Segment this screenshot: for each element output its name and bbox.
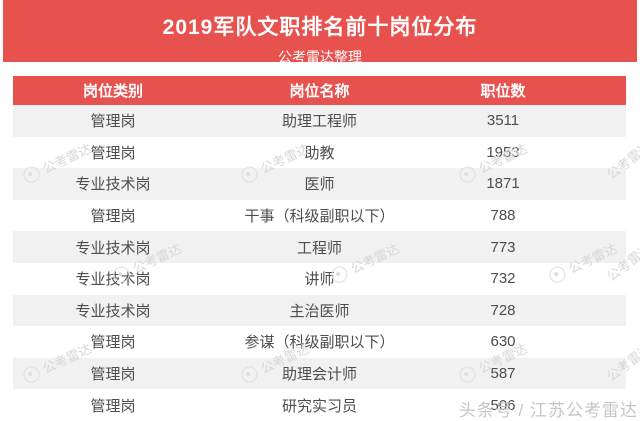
cell-category: 管理岗 — [90, 113, 136, 131]
table-row: 管理岗 干事（科级副职以下） 788 — [13, 200, 626, 232]
table-row: 专业技术岗 主治医师 728 — [13, 294, 626, 327]
page-title: 2019军队文职排名前十岗位分布 — [162, 16, 478, 39]
cell-category: 专业技术岗 — [75, 271, 151, 289]
cell-count: 506 — [490, 396, 516, 414]
table-row: 管理岗 研究实习员 506 — [13, 389, 626, 421]
cell-count: 630 — [490, 333, 516, 351]
cell-count: 1871 — [486, 175, 520, 193]
cell-category: 专业技术岗 — [75, 239, 151, 257]
cell-name: 助理会计师 — [281, 366, 357, 384]
cell-category: 管理岗 — [90, 144, 136, 162]
cell-category: 管理岗 — [90, 366, 136, 384]
positions-table: 岗位类别 岗位名称 职位数 管理岗 助理工程师 3511 管理岗 助教 1953… — [13, 76, 626, 421]
table-row: 专业技术岗 工程师 773 — [13, 231, 626, 263]
cell-name: 主治医师 — [289, 302, 350, 320]
cell-name: 研究实习员 — [281, 397, 357, 415]
table-row: 管理岗 助理会计师 587 — [13, 357, 626, 390]
cell-count: 728 — [490, 301, 516, 319]
cell-name: 助教 — [304, 144, 335, 162]
cell-count: 732 — [490, 270, 516, 288]
credit-watermark: 头条号 / 江苏公考雷达 — [458, 401, 638, 420]
cell-name: 参谋（科级副职以下） — [244, 334, 395, 352]
column-header-category: 岗位类别 — [82, 83, 143, 100]
cell-count: 587 — [490, 365, 516, 383]
page-subtitle: 公考雷达整理 — [278, 49, 362, 65]
table-row: 专业技术岗 医师 1871 — [13, 168, 626, 200]
table-row: 管理岗 助理工程师 3511 — [13, 105, 626, 137]
table-row: 管理岗 助教 1953 — [13, 137, 626, 169]
table-body: 管理岗 助理工程师 3511 管理岗 助教 1953 专业技术岗 医师 1871… — [13, 105, 626, 421]
table-row: 专业技术岗 讲师 732 — [13, 263, 626, 295]
cell-count: 3511 — [486, 112, 520, 130]
cell-name: 工程师 — [296, 239, 342, 257]
column-header-name: 岗位名称 — [289, 83, 350, 100]
cell-category: 专业技术岗 — [75, 302, 151, 320]
title-banner: 2019军队文职排名前十岗位分布 公考雷达整理 — [3, 0, 637, 65]
table-header-row: 岗位类别 岗位名称 职位数 — [13, 76, 626, 105]
cell-category: 管理岗 — [90, 334, 136, 352]
cell-name: 干事（科级副职以下） — [244, 208, 395, 226]
cell-category: 管理岗 — [90, 208, 136, 226]
column-header-count: 职位数 — [480, 83, 526, 100]
cell-name: 医师 — [304, 176, 335, 194]
cell-category: 管理岗 — [90, 397, 136, 415]
cell-category: 专业技术岗 — [75, 176, 151, 194]
cell-name: 讲师 — [304, 271, 335, 289]
cell-name: 助理工程师 — [281, 113, 357, 131]
cell-count: 788 — [490, 207, 516, 225]
table-row: 管理岗 参谋（科级副职以下） 630 — [13, 326, 626, 358]
cell-count: 1953 — [486, 143, 520, 161]
cell-count: 773 — [490, 238, 516, 256]
